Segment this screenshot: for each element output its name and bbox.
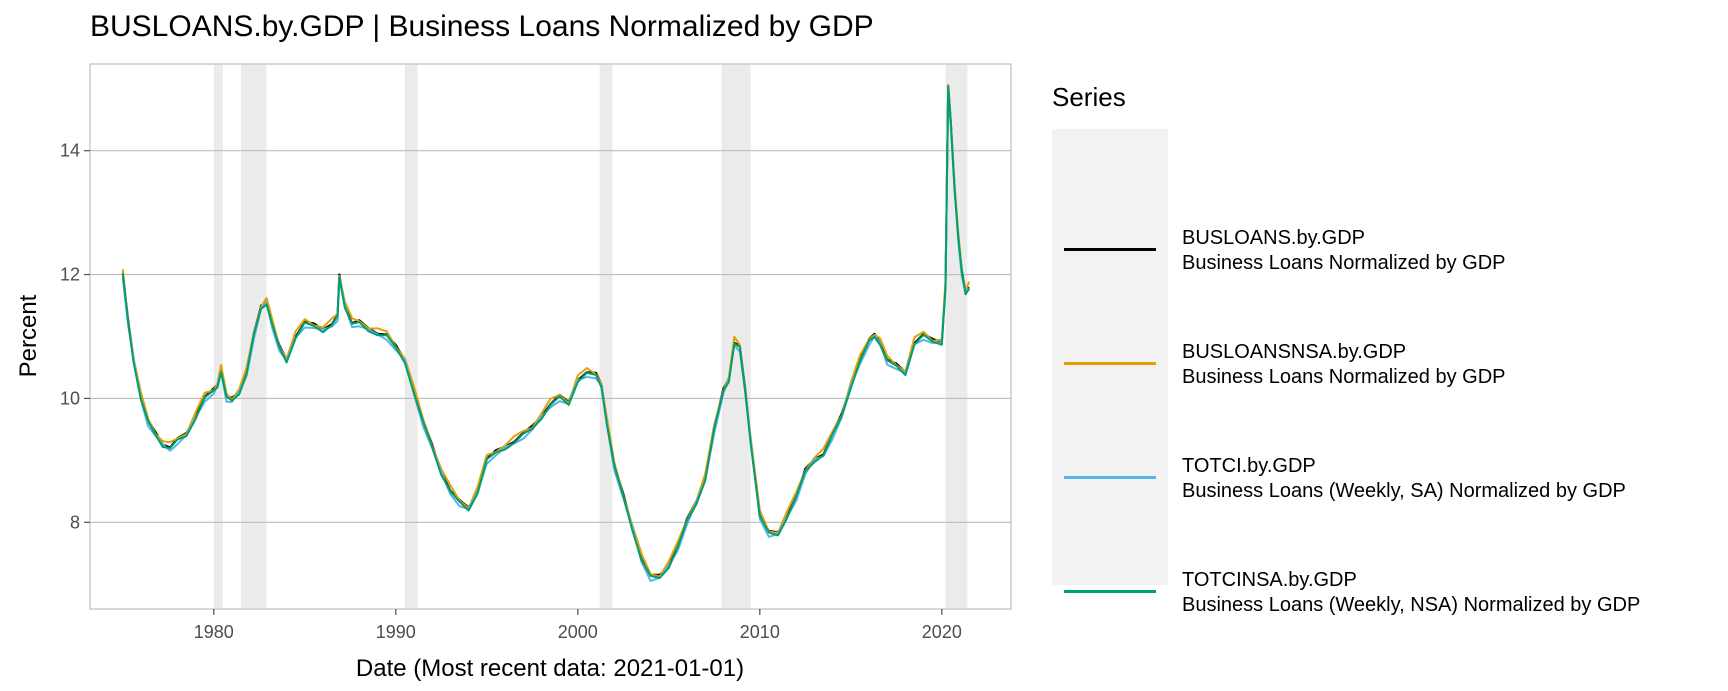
recession-band-0 bbox=[213, 64, 223, 609]
legend-entry-totci: TOTCI.by.GDP Business Loans (Weekly, SA)… bbox=[1052, 438, 1712, 518]
chart-title: BUSLOANS.by.GDP | Business Loans Normali… bbox=[90, 10, 874, 43]
legend-key-background bbox=[1052, 129, 1168, 585]
legend-swatch-busloans bbox=[1064, 248, 1156, 251]
x-tick-label-3: 2010 bbox=[740, 622, 780, 642]
x-tick-label-1: 1990 bbox=[376, 622, 416, 642]
x-tick-label-4: 2020 bbox=[922, 622, 962, 642]
legend-entry-busloansnsa: BUSLOANSNSA.by.GDP Business Loans Normal… bbox=[1052, 324, 1712, 404]
legend-text-busloansnsa: BUSLOANSNSA.by.GDP Business Loans Normal… bbox=[1182, 340, 1505, 390]
legend-text-totcinsa: TOTCINSA.by.GDP Business Loans (Weekly, … bbox=[1182, 568, 1640, 618]
x-axis-title: Date (Most recent data: 2021-01-01) bbox=[356, 655, 744, 682]
y-axis-title: Percent bbox=[15, 294, 42, 377]
y-tick-label-0: 8 bbox=[70, 512, 80, 532]
legend: Series BUSLOANS.by.GDP Business Loans No… bbox=[1052, 82, 1640, 616]
legend-series-desc: Business Loans Normalized by GDP bbox=[1182, 252, 1506, 274]
recession-band-2 bbox=[404, 64, 418, 609]
recession-band-5 bbox=[945, 64, 968, 609]
y-tick-label-3: 14 bbox=[60, 141, 80, 161]
legend-series-desc: Business Loans (Weekly, NSA) Normalized … bbox=[1182, 594, 1641, 616]
legend-swatch-totcinsa bbox=[1064, 590, 1156, 593]
legend-entry-totcinsa: TOTCINSA.by.GDP Business Loans (Weekly, … bbox=[1052, 552, 1712, 632]
legend-series-desc: Business Loans Normalized by GDP bbox=[1182, 366, 1506, 388]
legend-text-busloans: BUSLOANS.by.GDP Business Loans Normalize… bbox=[1182, 226, 1505, 276]
legend-text-totci: TOTCI.by.GDP Business Loans (Weekly, SA)… bbox=[1182, 454, 1626, 504]
legend-series-name: TOTCI.by.GDP bbox=[1182, 455, 1316, 477]
x-tick-label-0: 1980 bbox=[194, 622, 234, 642]
legend-series-name: TOTCINSA.by.GDP bbox=[1182, 569, 1357, 591]
x-axis-ticks: 1980 1990 2000 2010 2020 bbox=[194, 609, 962, 642]
legend-series-name: BUSLOANS.by.GDP bbox=[1182, 227, 1366, 249]
recession-band-4 bbox=[721, 64, 751, 609]
legend-series-desc: Business Loans (Weekly, SA) Normalized b… bbox=[1182, 480, 1626, 502]
y-tick-label-2: 12 bbox=[60, 265, 80, 285]
legend-series-name: BUSLOANSNSA.by.GDP bbox=[1182, 341, 1407, 363]
y-axis-ticks: 8 10 12 14 bbox=[60, 141, 90, 532]
x-tick-label-2: 2000 bbox=[558, 622, 598, 642]
legend-entry-busloans: BUSLOANS.by.GDP Business Loans Normalize… bbox=[1052, 210, 1712, 290]
legend-swatch-totci bbox=[1064, 476, 1156, 479]
series-lines bbox=[121, 84, 971, 582]
series-line-3 bbox=[121, 85, 970, 579]
recession-band-3 bbox=[599, 64, 613, 609]
recession-bands bbox=[213, 64, 968, 609]
legend-swatch-busloansnsa bbox=[1064, 362, 1156, 365]
legend-title: Series bbox=[1052, 82, 1126, 112]
y-tick-label-1: 10 bbox=[60, 388, 80, 408]
